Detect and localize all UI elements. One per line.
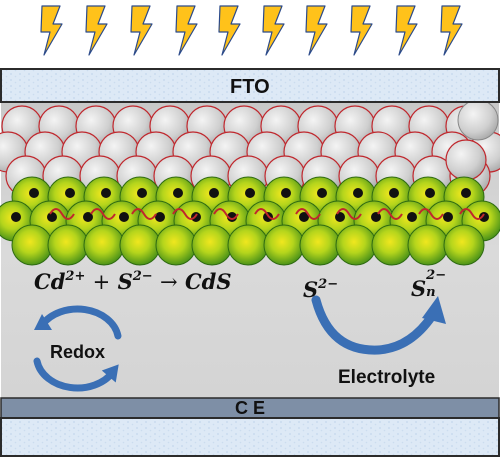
fto-label: FTO (230, 76, 270, 98)
tio2-sphere (457, 99, 499, 141)
polysulfide-subscript: n (426, 285, 436, 300)
cds-dot (335, 212, 345, 222)
cds-sphere (263, 224, 305, 266)
lightning-bolt-icon (350, 5, 373, 56)
sulfide-ion-charge: 2− (318, 277, 339, 292)
cds-dot (119, 212, 129, 222)
lightning-bolt-icon (262, 5, 285, 56)
linker-squiggle (459, 208, 485, 220)
light-rays (40, 5, 463, 56)
sulfide-ion-label: S2− (303, 278, 338, 300)
lightning-bolt-icon (218, 5, 241, 56)
cds-dot (101, 188, 111, 198)
cds-dot (461, 188, 471, 198)
cds-dot (155, 212, 165, 222)
lightning-bolt-icon (395, 5, 418, 56)
lightning-bolt-icon (305, 5, 328, 56)
counter-electrode-label: C E (235, 398, 266, 418)
cds-sphere (119, 224, 161, 266)
cds-formation-equation: Cd2+ + S2− → CdS (34, 270, 232, 293)
cds-sphere (407, 224, 449, 266)
linker-squiggle (295, 208, 321, 220)
cds-dot (29, 188, 39, 198)
cds-dot (245, 188, 255, 198)
cds-dot (137, 188, 147, 198)
cds-dot (317, 188, 327, 198)
cds-sphere (191, 224, 233, 266)
cds-dot (65, 188, 75, 198)
redox-cycle-icon (33, 305, 122, 392)
cd-charge: 2+ (65, 269, 86, 284)
cds-dot (209, 188, 219, 198)
lightning-bolt-icon (175, 5, 198, 56)
polysulfide-symbol: S (411, 276, 427, 301)
cds-dot (11, 212, 21, 222)
linker-squiggle (49, 208, 75, 220)
cds-sphere (335, 224, 377, 266)
cds-dot (227, 212, 237, 222)
cds-dot (173, 188, 183, 198)
tio2-sphere (445, 139, 487, 181)
reaction-arrow: → (160, 270, 178, 294)
cds-sphere (47, 224, 89, 266)
cd-symbol: Cd (34, 269, 66, 294)
polysulfide-ion-label: S2−n2− (411, 269, 446, 301)
lightning-bolt-icon (40, 5, 63, 56)
bottom-glass-plate (0, 417, 500, 457)
cds-dot (353, 188, 363, 198)
cds-dot (479, 212, 489, 222)
fto-plate (0, 68, 500, 103)
sulfide-charge: 2− (132, 269, 153, 284)
linker-squiggle (254, 208, 280, 220)
cds-sphere (227, 224, 269, 266)
sulfide-ion-symbol: S (303, 277, 319, 302)
sulfide-symbol: S (117, 269, 133, 294)
redox-label: Redox (50, 342, 106, 362)
linker-squiggle (418, 208, 444, 220)
linker-squiggle (213, 208, 239, 220)
polysulfide-charge: 2− (426, 268, 447, 283)
cds-sphere (371, 224, 413, 266)
cds-dot (83, 212, 93, 222)
product-cds: CdS (184, 269, 232, 294)
cds-quantum-dot-layer (0, 176, 500, 266)
electrolyte-label: Electrolyte (338, 367, 436, 388)
cds-dot (443, 212, 453, 222)
cds-sphere (83, 224, 125, 266)
cds-sphere (11, 224, 53, 266)
lightning-bolt-icon (85, 5, 108, 56)
cds-dot (371, 212, 381, 222)
cds-sphere (443, 224, 485, 266)
linker-squiggle (336, 208, 362, 220)
tio2-layer (0, 99, 500, 197)
lightning-bolt-icon (440, 5, 463, 56)
cds-dot (47, 212, 57, 222)
linker-squiggle (172, 208, 198, 220)
polysulfide-arrow-icon (311, 295, 446, 355)
cds-dot (299, 212, 309, 222)
plus-sign: + (92, 270, 111, 294)
linker-squiggle (131, 208, 157, 220)
cds-sphere (155, 224, 197, 266)
cds-sphere (299, 224, 341, 266)
cds-dot (407, 212, 417, 222)
lightning-bolt-icon (130, 5, 153, 56)
linker-squiggle (377, 208, 403, 220)
cds-dot (389, 188, 399, 198)
linker-squiggle (90, 208, 116, 220)
cds-dot (425, 188, 435, 198)
cds-dot (281, 188, 291, 198)
